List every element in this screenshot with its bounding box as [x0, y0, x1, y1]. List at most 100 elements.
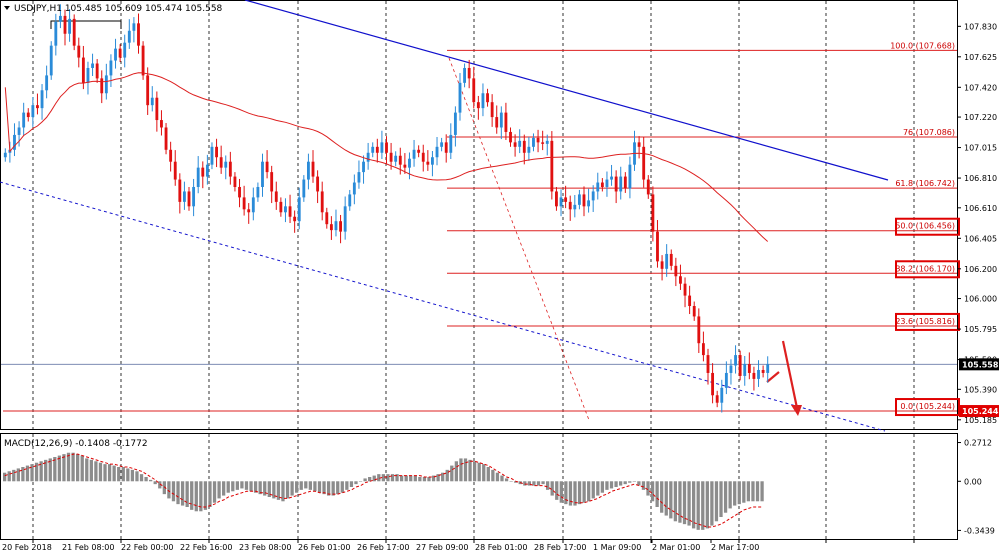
candle-body	[697, 316, 701, 344]
candle-body	[665, 253, 669, 269]
macd-histogram-bar	[313, 481, 317, 492]
price-tick-label: 105.185	[964, 416, 997, 425]
current-price-tag	[959, 358, 999, 371]
candle-body	[600, 182, 604, 187]
macd-panel-frame	[0, 433, 958, 540]
candle-body	[155, 97, 159, 121]
candle-body	[559, 197, 563, 207]
arrow-down-icon	[791, 405, 802, 416]
candle-body	[605, 179, 609, 187]
macd-histogram-bar	[112, 465, 116, 482]
candle-body	[486, 93, 489, 103]
macd-histogram-bar	[714, 481, 719, 522]
macd-histogram-bar	[723, 481, 728, 513]
candle-body	[380, 142, 384, 153]
macd-histogram-bar	[591, 481, 595, 499]
candle-body	[701, 343, 705, 356]
candle-body	[568, 201, 572, 210]
candle-body	[288, 206, 292, 217]
macd-histogram-bar	[240, 481, 244, 489]
macd-histogram-bar	[272, 481, 276, 499]
macd-histogram-bar	[573, 481, 577, 506]
macd-histogram-bar	[477, 462, 481, 482]
macd-histogram-bar	[441, 472, 445, 482]
macd-histogram-bar	[16, 468, 20, 482]
candle-body	[389, 152, 393, 162]
candle-body	[720, 387, 724, 403]
macd-histogram-bar	[34, 462, 39, 482]
macd-histogram-bar	[377, 474, 381, 482]
macd-histogram-bar	[605, 481, 609, 490]
macd-histogram-bar	[349, 481, 354, 487]
candle-body	[715, 395, 719, 403]
candle-body	[752, 372, 756, 379]
macd-histogram-bar	[390, 474, 395, 482]
candle-body	[453, 112, 457, 135]
macd-histogram-bar	[121, 467, 125, 482]
candle-body	[738, 355, 742, 376]
candle-body	[40, 90, 44, 109]
candle-body	[137, 23, 140, 46]
candle-body	[270, 172, 274, 192]
candle-body	[536, 137, 540, 143]
macd-histogram-bar	[655, 481, 659, 507]
macd-histogram-bar	[190, 481, 194, 510]
fib-level-label: 76 (107.086)	[903, 128, 955, 137]
candle-body	[467, 67, 471, 79]
dropdown-triangle-icon[interactable]	[4, 6, 10, 10]
candle-body	[210, 146, 214, 165]
macd-histogram-bar	[281, 481, 285, 502]
macd-histogram-bar	[372, 475, 376, 482]
macd-histogram-bar	[25, 465, 30, 482]
time-tick-label: 21 Feb 08:00	[62, 543, 114, 552]
fib-level-label: 0.0 (105.244)	[900, 402, 955, 411]
macd-histogram-bar	[354, 481, 358, 485]
macd-histogram-bar	[98, 462, 103, 482]
candle-body	[385, 142, 388, 153]
candle-body	[398, 155, 402, 165]
macd-histogram-bar	[719, 481, 723, 517]
macd-histogram-bar	[217, 481, 221, 499]
macd-tick-label: 0.2712	[964, 439, 992, 448]
candle-body	[490, 102, 494, 118]
macd-histogram-bar	[742, 481, 746, 503]
fib-level-label: 38.2 (106.170)	[895, 264, 955, 273]
projection-stroke	[766, 371, 780, 383]
fibonacci-levels: 100.0 (107.668) 76 (107.086) 61.8 (106.742…	[1, 41, 960, 417]
macd-histogram-bar	[641, 481, 646, 490]
macd-histogram-bar	[231, 481, 235, 492]
candle-body	[371, 146, 375, 153]
candle-body	[458, 82, 462, 113]
fib-label-box	[895, 312, 960, 331]
candle-body	[417, 149, 421, 153]
candle-body	[642, 146, 646, 180]
macd-histogram-bar	[646, 481, 650, 496]
candle-body	[233, 176, 237, 187]
candle-body	[527, 146, 531, 153]
macd-histogram-bar	[660, 481, 664, 513]
macd-histogram-bar	[89, 459, 93, 482]
macd-histogram-bar	[550, 481, 554, 496]
candle-body	[669, 253, 673, 266]
macd-histogram-bar	[94, 461, 98, 482]
macd-histogram-bar	[431, 475, 436, 482]
candle-body	[706, 355, 710, 373]
time-tick-label: 20 Feb 2018	[2, 543, 52, 552]
macd-histogram-bar	[568, 481, 573, 506]
macd-histogram-bar	[728, 481, 732, 509]
candle-body	[329, 224, 333, 231]
macd-histogram-bar	[445, 469, 449, 482]
candle-body	[339, 221, 342, 232]
macd-histogram-bar	[345, 481, 349, 490]
macd-histogram-bar	[244, 481, 249, 490]
resistance-trendline	[244, 0, 889, 181]
candle-body	[45, 75, 49, 91]
macd-histogram-bar	[71, 452, 75, 482]
macd-histogram-bar	[564, 481, 568, 505]
macd-histogram-bar	[760, 481, 764, 502]
candle-body	[761, 369, 765, 373]
macd-histogram-bar	[422, 477, 427, 482]
macd-histogram-bar	[144, 477, 148, 482]
price-tick-label: 107.420	[964, 83, 997, 92]
candle-body	[610, 176, 613, 180]
